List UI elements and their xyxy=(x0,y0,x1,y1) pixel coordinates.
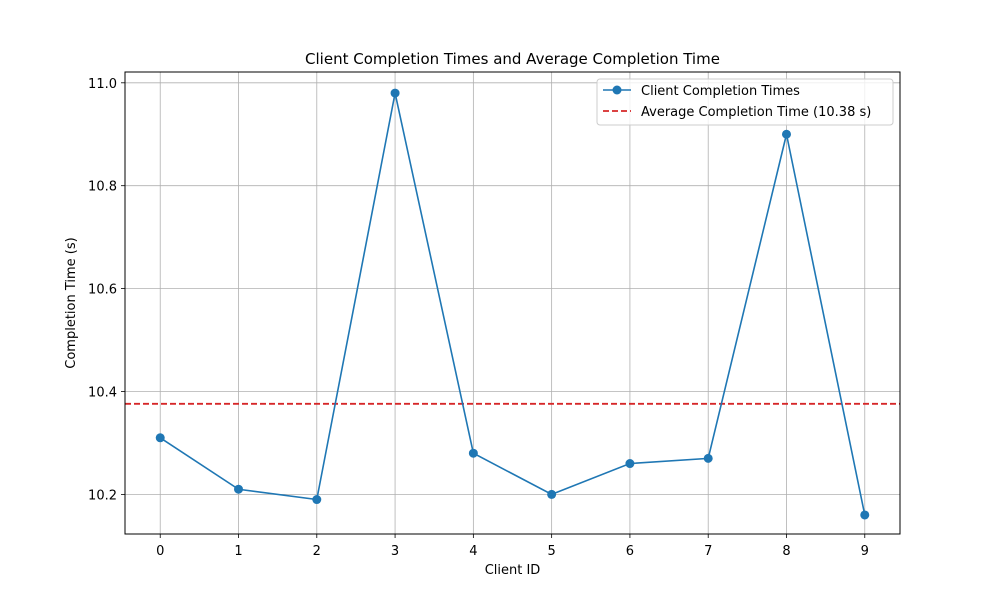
y-tick-label: 10.8 xyxy=(88,180,117,195)
legend-label-average: Average Completion Time (10.38 s) xyxy=(641,105,871,120)
data-point xyxy=(625,459,635,469)
legend-label-series: Client Completion Times xyxy=(641,84,800,99)
grid xyxy=(125,72,900,534)
axes-frame xyxy=(124,71,901,535)
x-axis-label: Client ID xyxy=(485,563,541,578)
y-axis-label: Completion Time (s) xyxy=(64,237,79,368)
legend-series-marker xyxy=(612,85,622,95)
series-line xyxy=(159,92,866,516)
y-tick-label: 10.6 xyxy=(88,283,117,298)
chart-title: Client Completion Times and Average Comp… xyxy=(305,50,720,68)
x-tick-label: 5 xyxy=(548,544,556,559)
data-point xyxy=(781,129,791,139)
y-tick-label: 10.2 xyxy=(88,488,117,503)
data-point xyxy=(547,489,557,499)
x-tick-label: 8 xyxy=(782,544,790,559)
x-tick-label: 7 xyxy=(704,544,712,559)
data-point xyxy=(312,495,322,505)
data-point xyxy=(155,433,165,443)
x-tick-label: 0 xyxy=(156,544,164,559)
x-tick-label: 9 xyxy=(861,544,869,559)
y-tick-label: 10.4 xyxy=(88,385,117,400)
x-tick-label: 3 xyxy=(391,544,399,559)
data-point xyxy=(390,88,400,98)
x-tick-label: 6 xyxy=(626,544,634,559)
x-tick-label: 2 xyxy=(313,544,321,559)
x-tick-label: 1 xyxy=(234,544,242,559)
x-tick-label: 4 xyxy=(469,544,477,559)
data-point xyxy=(234,484,244,494)
x-axis-ticks: 0 1 2 3 4 5 6 7 8 9 xyxy=(156,534,869,559)
data-point xyxy=(703,453,713,463)
legend-box xyxy=(596,78,894,126)
legend: Client Completion Times Average Completi… xyxy=(596,78,894,126)
y-tick-label: 11.0 xyxy=(88,77,117,92)
data-point xyxy=(860,510,870,520)
data-point xyxy=(468,448,478,458)
y-axis-ticks: 10.2 10.4 10.6 10.8 11.0 xyxy=(88,77,125,503)
series-layer xyxy=(155,88,870,520)
